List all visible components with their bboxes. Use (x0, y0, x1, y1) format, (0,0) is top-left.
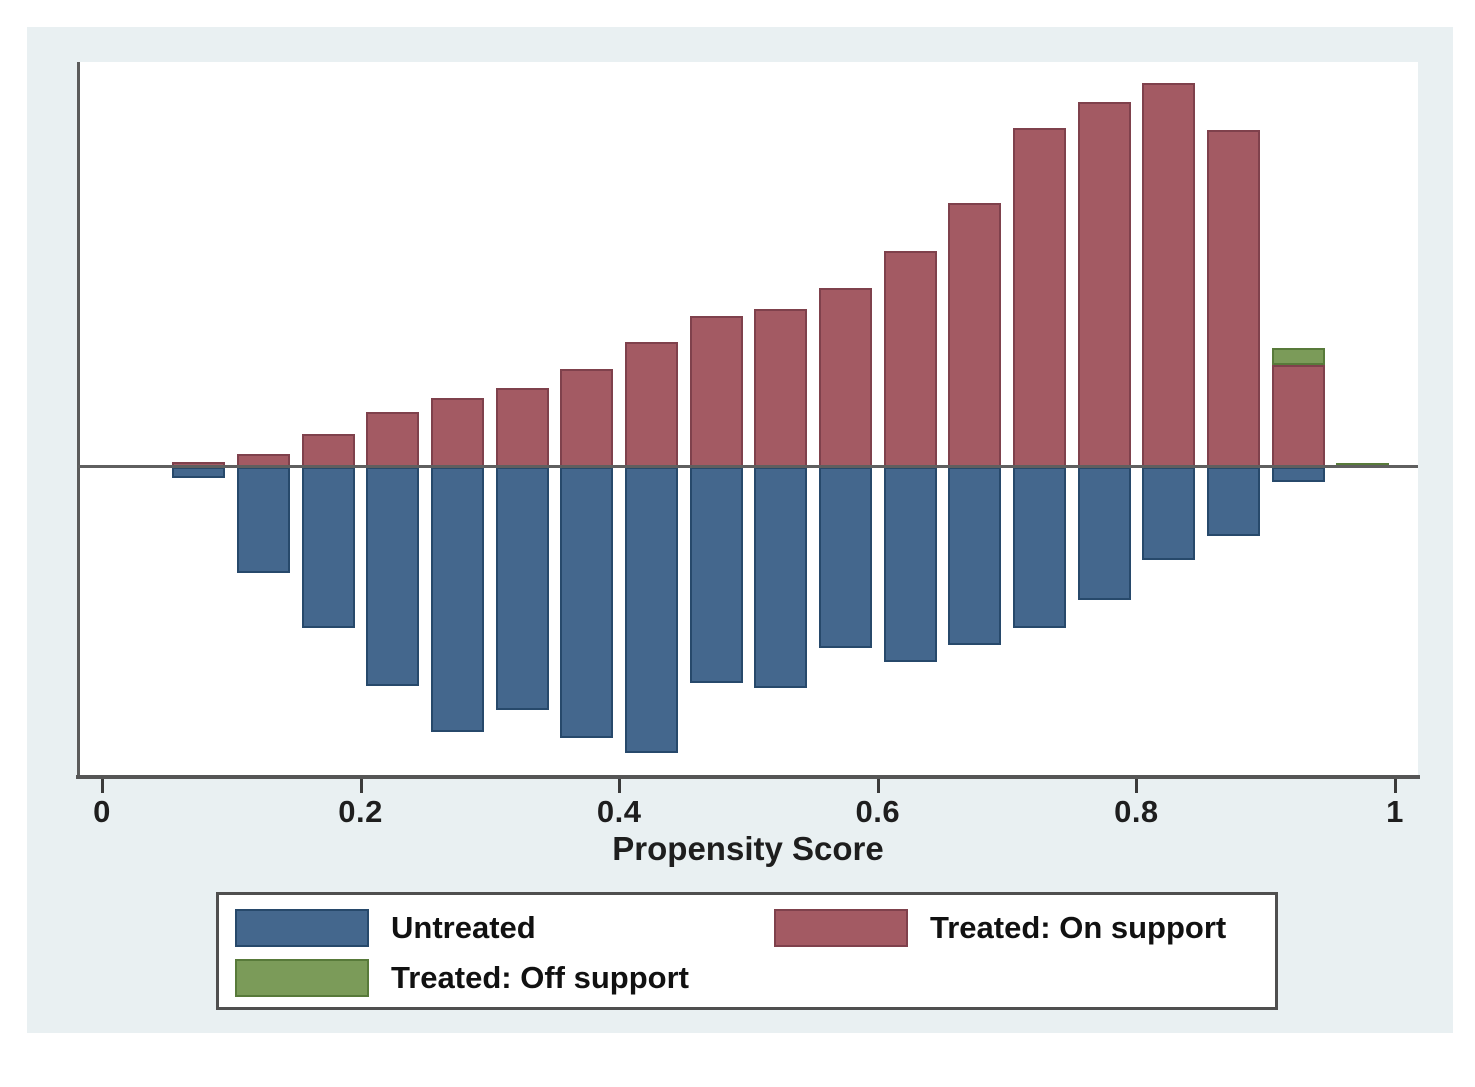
bar-untreated-bin-0.40 (625, 467, 678, 753)
y-axis-line (77, 62, 80, 776)
bar-untreated-bin-0.10 (237, 467, 290, 573)
bar-treated-on-bin-0.70 (1013, 128, 1066, 467)
bar-untreated-bin-0.85 (1207, 467, 1260, 536)
bar-untreated-bin-0.05 (172, 467, 225, 478)
legend-swatch-treated-on (774, 909, 908, 947)
bar-treated-on-bin-0.15 (302, 434, 355, 467)
bar-treated-on-bin-0.35 (560, 369, 613, 467)
legend-box: Untreated Treated: On support Treated: O… (216, 892, 1278, 1010)
bar-untreated-bin-0.45 (690, 467, 743, 683)
bar-treated-on-bin-0.80 (1142, 83, 1195, 467)
bar-untreated-bin-0.60 (884, 467, 937, 662)
bar-treated-on-bin-0.20 (366, 412, 419, 467)
bar-treated-on-bin-0.90 (1272, 365, 1325, 467)
x-tick-label-0: 0 (93, 794, 111, 829)
bar-untreated-bin-0.20 (366, 467, 419, 686)
legend-swatch-treated-off (235, 959, 369, 997)
x-tick-mark-0.4 (618, 779, 622, 793)
bar-untreated-bin-0.65 (948, 467, 1001, 645)
legend-swatch-untreated (235, 909, 369, 947)
plot-area (78, 62, 1418, 775)
bar-untreated-bin-0.30 (496, 467, 549, 710)
bar-treated-on-bin-0.60 (884, 251, 937, 467)
bar-untreated-bin-0.50 (754, 467, 807, 688)
x-tick-label-0.8: 0.8 (1114, 794, 1159, 829)
bar-untreated-bin-0.25 (431, 467, 484, 732)
bar-treated-on-bin-0.50 (754, 309, 807, 467)
legend-label-untreated: Untreated (391, 910, 536, 945)
zero-baseline (78, 465, 1418, 468)
bar-untreated-bin-0.15 (302, 467, 355, 628)
x-tick-mark-0 (101, 779, 104, 793)
x-tick-mark-0.6 (876, 779, 880, 793)
bar-untreated-bin-0.75 (1078, 467, 1131, 600)
legend-label-treated-off: Treated: Off support (391, 960, 689, 995)
x-tick-label-0.6: 0.6 (855, 794, 901, 829)
bar-treated-on-bin-0.55 (819, 288, 872, 467)
bar-treated-on-bin-0.85 (1207, 130, 1260, 467)
bar-treated-on-bin-0.40 (625, 342, 678, 467)
x-tick-mark-1 (1394, 779, 1397, 793)
x-axis-title: Propensity Score (612, 830, 884, 867)
bar-untreated-bin-0.80 (1142, 467, 1195, 560)
bar-treated-on-bin-0.45 (690, 316, 743, 467)
bar-untreated-bin-0.90 (1272, 467, 1325, 482)
x-tick-label-0.2: 0.2 (338, 794, 383, 829)
x-tick-label-1: 1 (1386, 794, 1404, 829)
bar-untreated-bin-0.70 (1013, 467, 1066, 628)
x-axis-line (76, 775, 1420, 779)
bar-untreated-bin-0.55 (819, 467, 872, 648)
x-tick-label-0.4: 0.4 (596, 794, 642, 829)
bar-treated-on-bin-0.65 (948, 203, 1001, 467)
x-tick-mark-0.8 (1135, 779, 1139, 793)
x-tick-mark-0.2 (359, 779, 363, 793)
bar-treated-on-bin-0.75 (1078, 102, 1131, 467)
bar-treated-off-bin-0.90 (1272, 348, 1325, 365)
bar-treated-on-bin-0.30 (496, 388, 549, 467)
bar-untreated-bin-0.35 (560, 467, 613, 738)
legend-label-treated-on: Treated: On support (930, 910, 1227, 945)
bar-treated-on-bin-0.25 (431, 398, 484, 467)
